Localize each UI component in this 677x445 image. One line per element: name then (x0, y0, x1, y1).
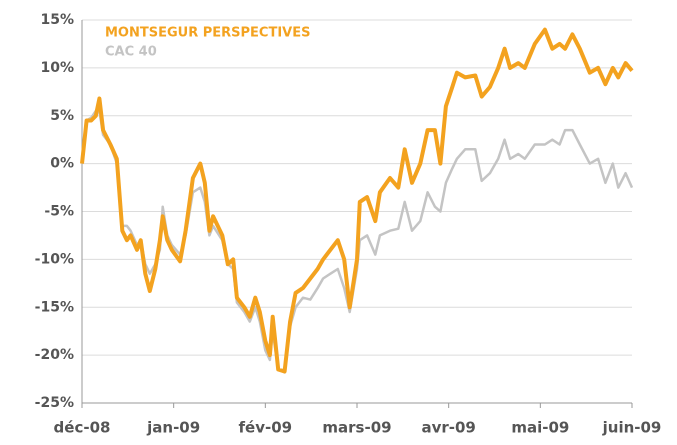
x-tick-label: mars-09 (322, 419, 391, 437)
y-tick-label: -10% (35, 251, 74, 267)
x-tick-label: jan-09 (146, 419, 200, 437)
legend-entry: MONTSEGUR PERSPECTIVES (105, 26, 310, 41)
y-tick-label: 10% (40, 60, 74, 76)
series-line (80, 109, 634, 374)
y-tick-label: -25% (35, 395, 74, 411)
x-tick-label: fév-09 (239, 419, 293, 437)
x-tick-label: déc-08 (54, 419, 111, 437)
y-tick-label: -20% (35, 347, 74, 363)
y-tick-label: -5% (44, 204, 74, 220)
x-tick-label: mai-09 (511, 419, 569, 437)
y-tick-label: 15% (40, 12, 74, 28)
y-tick-label: 0% (50, 156, 74, 172)
series-line (80, 27, 634, 374)
y-tick-label: -15% (35, 299, 74, 315)
legend-entry: CAC 40 (105, 45, 157, 60)
x-tick-label: avr-09 (421, 419, 475, 437)
y-tick-label: 5% (50, 108, 74, 124)
x-tick-label: juin-09 (602, 419, 662, 437)
